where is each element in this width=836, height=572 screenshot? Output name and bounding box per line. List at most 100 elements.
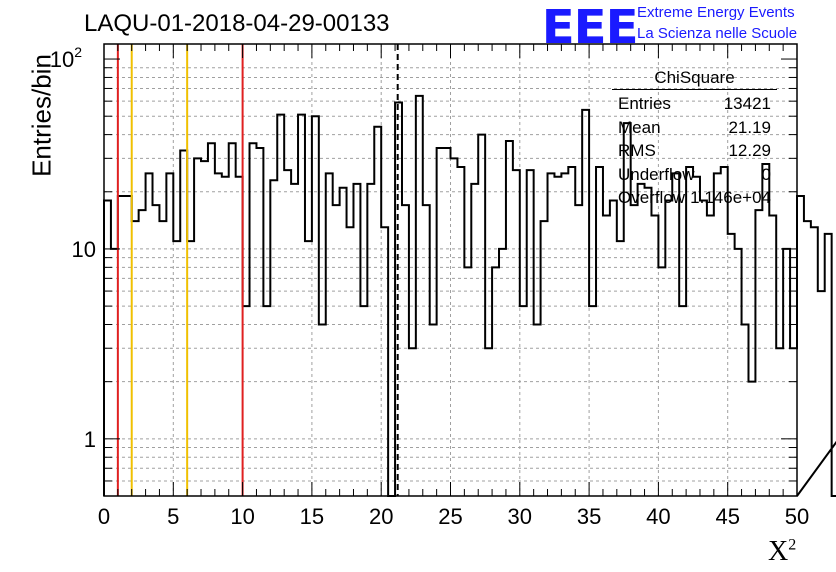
histogram-bin [686, 167, 693, 496]
logo-subtitle-1: Extreme Energy Events [637, 4, 795, 21]
x-tick-label: 15 [300, 504, 324, 529]
histogram-bin [416, 96, 423, 496]
histogram-bin [319, 325, 326, 496]
stats-value: 21.19 [728, 117, 771, 137]
histogram-bin [478, 135, 485, 496]
histogram-bin [180, 150, 187, 496]
histogram-bin [256, 148, 263, 496]
x-tick-label: 30 [508, 504, 532, 529]
histogram-bin [783, 249, 790, 496]
histogram-bin [790, 348, 797, 496]
histogram-bin [125, 196, 132, 496]
logo-subtitle-2: La Scienza nelle Scuole [637, 25, 798, 42]
stats-row-underflow: Underflow 0 [612, 163, 777, 187]
x-tick-label: 25 [438, 504, 462, 529]
stats-value: 0 [761, 164, 771, 184]
histogram-bin [617, 241, 624, 496]
histogram-bin [201, 161, 208, 496]
y-tick-label-exponent: 2 [74, 44, 82, 60]
histogram-bin [471, 184, 478, 496]
x-tick-label: 50 [785, 504, 809, 529]
y-tick-label: 10 [72, 237, 96, 262]
histogram-bin [243, 306, 250, 496]
stats-label: Underflow [618, 164, 695, 184]
stats-label: Mean [618, 117, 661, 137]
histogram-bin [541, 221, 548, 496]
histogram-bin [457, 167, 464, 496]
x-tick-label: 20 [369, 504, 393, 529]
histogram-bin [755, 210, 762, 496]
stats-row-overflow: Overflow 1.146e+04 [612, 186, 777, 210]
histogram-bin [728, 234, 735, 496]
histogram-bin [187, 241, 194, 496]
histogram-bin [485, 348, 492, 496]
x-tick-label: 5 [167, 504, 179, 529]
histogram-bin [742, 325, 749, 496]
eee-logo: EEE [541, 0, 639, 54]
x-tick-label: 35 [577, 504, 601, 529]
y-tick-label-base: 10 [50, 47, 74, 72]
stats-label: Overflow [618, 188, 686, 207]
histogram-bin [638, 184, 645, 496]
histogram-bin [367, 184, 374, 496]
histogram-outline [103, 94, 836, 497]
x-axis-label: X2 [768, 536, 796, 568]
histogram-bin [263, 306, 270, 496]
histogram-bin [111, 249, 118, 496]
x-axis-label-superscript: 2 [788, 536, 797, 554]
histogram-bin [340, 188, 347, 496]
histogram-bin [236, 177, 243, 496]
histogram-bin [132, 221, 139, 496]
histogram-bin [250, 143, 257, 496]
histogram-bin [776, 348, 783, 496]
histogram-bin [430, 325, 437, 496]
y-axis-label: Entries/bin [26, 54, 57, 177]
x-axis-label-base: X [768, 536, 789, 567]
stats-value: 1.146e+04 [690, 188, 771, 207]
histogram-bin [194, 158, 201, 496]
histogram-bin [499, 249, 506, 496]
histogram-bin [451, 158, 458, 496]
x-tick-label: 0 [98, 504, 110, 529]
x-tick-label: 40 [646, 504, 670, 529]
stats-title: ChiSquare [612, 68, 777, 90]
histogram-bin [291, 184, 298, 496]
histogram-bin [811, 227, 818, 496]
histogram-bin [596, 167, 603, 496]
histogram-bin [159, 221, 166, 496]
stats-value: 13421 [723, 94, 771, 113]
y-tick-label: 102 [50, 44, 82, 72]
histogram-bin [222, 177, 229, 496]
x-tick-label: 45 [715, 504, 739, 529]
histogram-bin [589, 306, 596, 496]
histogram-bin [139, 210, 146, 496]
histogram-bin [797, 196, 804, 496]
stats-box: ChiSquare Entries 13421 Mean 21.19 RMS 12.2… [612, 68, 777, 210]
histogram-bin [721, 167, 728, 496]
histogram-bin [444, 148, 451, 496]
stats-row-rms: RMS 12.29 [612, 139, 777, 163]
histogram-bin [173, 241, 180, 496]
histogram-bin [645, 188, 652, 496]
histogram-bin [353, 184, 360, 496]
histogram-bin [679, 306, 686, 496]
stats-row-entries: Entries 13421 [612, 92, 777, 116]
histogram-bin [360, 306, 367, 496]
histogram-bin [409, 348, 416, 496]
histogram-bin [735, 249, 742, 496]
histogram-bin [582, 110, 589, 496]
stats-value: 12.29 [728, 141, 771, 160]
histogram-bin [208, 143, 215, 496]
histogram-bin [374, 127, 381, 496]
histogram-bin [693, 177, 700, 496]
histogram-bin [520, 306, 527, 496]
histogram-bin [229, 143, 236, 496]
stats-label: Entries [618, 94, 671, 113]
chart-title: LAQU-01-2018-04-29-00133 [84, 10, 390, 37]
histogram-bin [437, 148, 444, 496]
histogram-bin [762, 164, 769, 496]
y-tick-label: 1 [84, 427, 96, 452]
histogram-bin [534, 325, 541, 496]
histogram-bin [118, 196, 125, 496]
